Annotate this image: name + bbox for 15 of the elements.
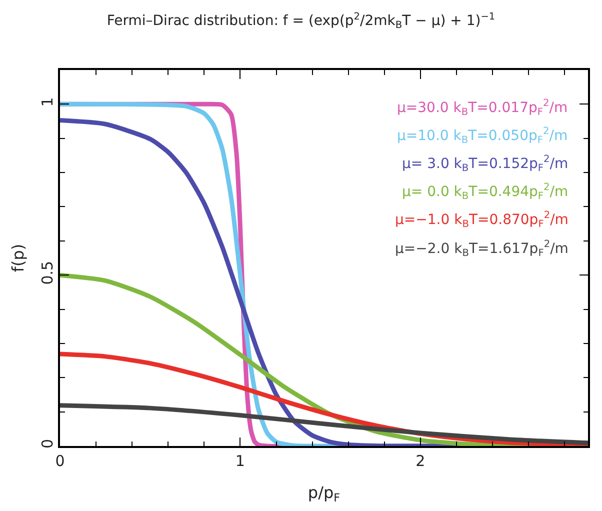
x-tick-label: 2 xyxy=(416,452,426,470)
chart-title: Fermi–Dirac distribution: f = (exp(p$^{2}$/2mk$_{B}$T − μ) + 1)$^{−1}$ xyxy=(106,11,496,32)
text: μ= 3.0 k$_{B}$T=0.152p$_{F}$$^{2}$/m xyxy=(402,154,568,174)
text: μ=−1.0 k$_{B}$T=0.870p$_{F}$$^{2}$/m xyxy=(395,210,568,230)
text: μ= 0.0 k$_{B}$T=0.494p$_{F}$$^{2}$/m xyxy=(402,182,568,202)
x-axis-title: p/p$_{F}$ xyxy=(308,482,340,504)
y-axis-title: f(p) xyxy=(8,244,28,272)
y-tick-label: 0 xyxy=(38,438,56,449)
y-tick-label: 1 xyxy=(38,97,56,107)
text: μ=−2.0 k$_{B}$T=1.617p$_{F}$$^{2}$/m xyxy=(395,239,568,259)
line-series xyxy=(60,403,588,446)
text: μ=10.0 k$_{B}$T=0.050p$_{F}$$^{2}$/m xyxy=(397,126,568,146)
text: μ=30.0 k$_{B}$T=0.017p$_{F}$$^{2}$/m xyxy=(397,98,568,118)
x-tick-label: 1 xyxy=(235,452,245,470)
y-tick-label: 0.5 xyxy=(38,260,56,285)
